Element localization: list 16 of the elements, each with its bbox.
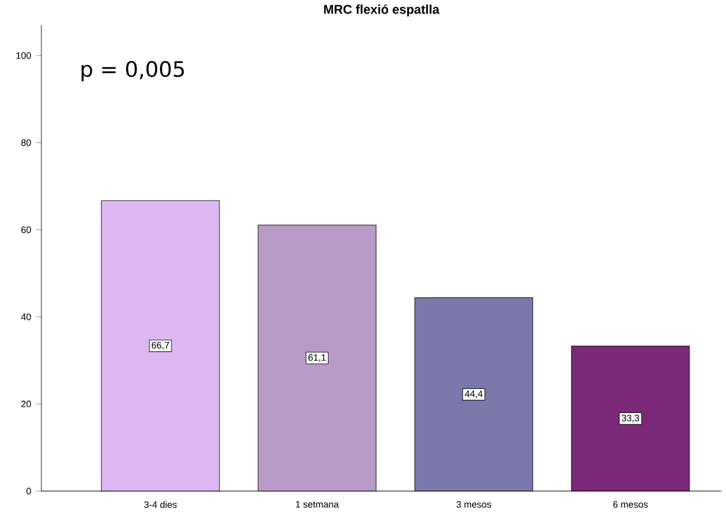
x-tick-label: 3-4 dies [144,500,177,508]
y-tick-label: 20 [21,400,31,408]
y-tick-label: 0 [26,488,31,494]
data-label: 66,7 [152,342,170,350]
annotation: p = 0,005 [82,60,184,81]
y-tick-label: 60 [21,226,31,233]
data-label: 33,3 [622,414,640,422]
y-tick-label: 80 [21,139,31,146]
data-label: 44,4 [464,390,483,398]
y-tick-label: 100 [16,52,31,59]
x-tick-label: 6 mesos [613,500,648,508]
y-tick-label: 40 [21,313,31,320]
data-label: 61,1 [308,354,326,362]
x-tick-label: 1 setmana [296,500,339,508]
chart-title: MRC flexió espatlla [324,4,440,16]
x-tick-label: 3 mesos [456,500,492,508]
